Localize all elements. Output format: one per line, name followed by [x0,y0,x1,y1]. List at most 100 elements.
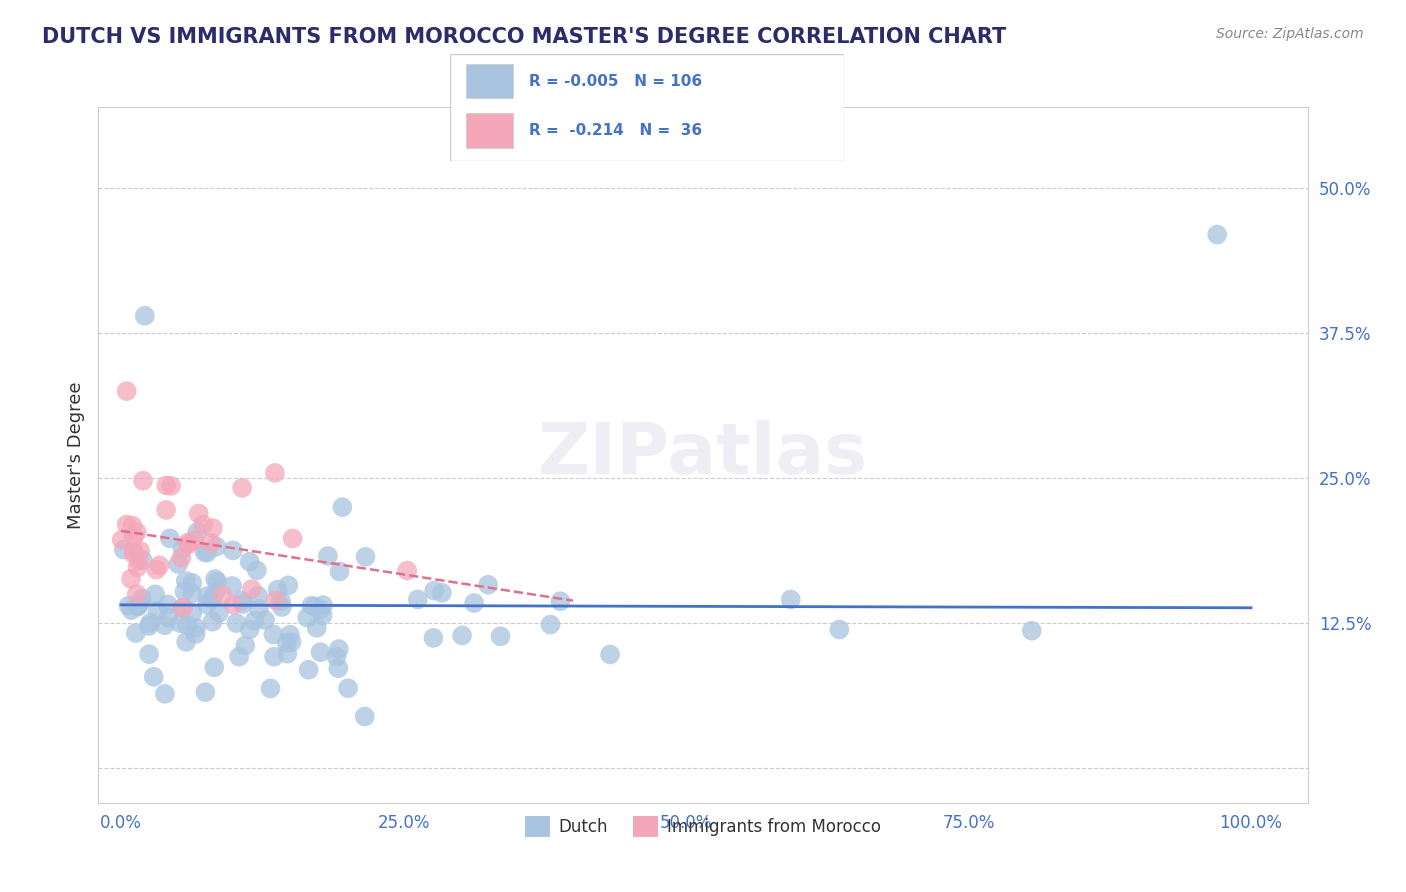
Dutch [297,610,319,624]
Dutch [277,578,299,592]
Dutch [328,565,350,579]
Dutch [131,591,153,606]
Dutch [489,629,512,643]
Dutch [201,615,224,629]
Immigrants from Morocco [145,562,167,576]
Dutch [263,627,285,641]
Dutch [176,618,198,632]
Dutch [430,586,453,600]
Dutch [112,542,135,557]
Dutch [280,635,302,649]
Immigrants from Morocco [281,532,304,546]
Dutch [332,500,354,515]
Dutch [201,591,224,606]
Dutch [311,608,333,623]
Dutch [195,589,218,603]
Dutch [159,532,181,546]
Dutch [828,623,851,637]
Dutch [195,546,218,560]
Immigrants from Morocco [129,543,152,558]
Immigrants from Morocco [222,598,245,612]
Immigrants from Morocco [177,537,200,551]
Immigrants from Morocco [183,533,205,548]
Dutch [181,576,204,591]
Immigrants from Morocco [111,533,134,547]
Dutch [463,596,485,610]
Dutch [243,614,266,628]
Dutch [422,631,444,645]
Immigrants from Morocco [155,478,177,492]
Dutch [1206,227,1229,242]
Dutch [202,660,225,674]
Dutch [172,601,194,615]
Dutch [228,649,250,664]
Text: Source: ZipAtlas.com: Source: ZipAtlas.com [1216,27,1364,41]
Dutch [325,649,347,664]
Dutch [204,585,226,599]
Dutch [167,557,190,571]
Immigrants from Morocco [122,530,145,544]
Immigrants from Morocco [155,503,177,517]
Dutch [186,525,208,540]
Text: R = -0.005   N = 106: R = -0.005 N = 106 [529,74,702,89]
Dutch [297,663,319,677]
Y-axis label: Master's Degree: Master's Degree [66,381,84,529]
Dutch [1021,624,1043,638]
Dutch [129,597,152,611]
Immigrants from Morocco [187,507,209,521]
Dutch [225,615,247,630]
Dutch [779,592,801,607]
Dutch [132,553,155,567]
Dutch [353,709,375,723]
Dutch [305,621,328,635]
Dutch [174,635,197,649]
Dutch [239,555,262,569]
Dutch [354,549,377,564]
Dutch [157,610,180,624]
Immigrants from Morocco [396,564,419,578]
Text: R =  -0.214   N =  36: R = -0.214 N = 36 [529,123,702,138]
Dutch [278,628,301,642]
Dutch [231,593,253,607]
Dutch [299,599,322,613]
Immigrants from Morocco [122,547,145,561]
Dutch [238,623,260,637]
Immigrants from Morocco [115,517,138,532]
Dutch [125,626,148,640]
Dutch [304,599,326,614]
Dutch [477,578,499,592]
Dutch [127,599,149,613]
Dutch [146,604,169,618]
Dutch [246,563,269,577]
Text: ZIPatlas: ZIPatlas [538,420,868,490]
Immigrants from Morocco [240,582,263,596]
Dutch [127,599,149,614]
Dutch [142,670,165,684]
Dutch [194,685,217,699]
Dutch [195,598,218,612]
Immigrants from Morocco [125,587,148,601]
Immigrants from Morocco [231,481,253,495]
Dutch [138,647,160,661]
Immigrants from Morocco [160,479,183,493]
Dutch [276,636,298,650]
Dutch [316,549,339,563]
Dutch [232,597,254,611]
Dutch [254,613,277,627]
Dutch [153,618,176,632]
Dutch [247,589,270,603]
Dutch [406,592,429,607]
Dutch [120,603,142,617]
FancyBboxPatch shape [465,113,513,148]
Immigrants from Morocco [148,558,170,573]
Dutch [221,579,243,593]
Immigrants from Morocco [132,474,155,488]
Immigrants from Morocco [115,384,138,398]
Immigrants from Morocco [177,535,200,549]
Dutch [247,602,270,616]
Dutch [263,649,285,664]
Legend: Dutch, Immigrants from Morocco: Dutch, Immigrants from Morocco [519,810,887,843]
Immigrants from Morocco [122,544,145,558]
Dutch [139,615,162,630]
Dutch [204,572,226,586]
